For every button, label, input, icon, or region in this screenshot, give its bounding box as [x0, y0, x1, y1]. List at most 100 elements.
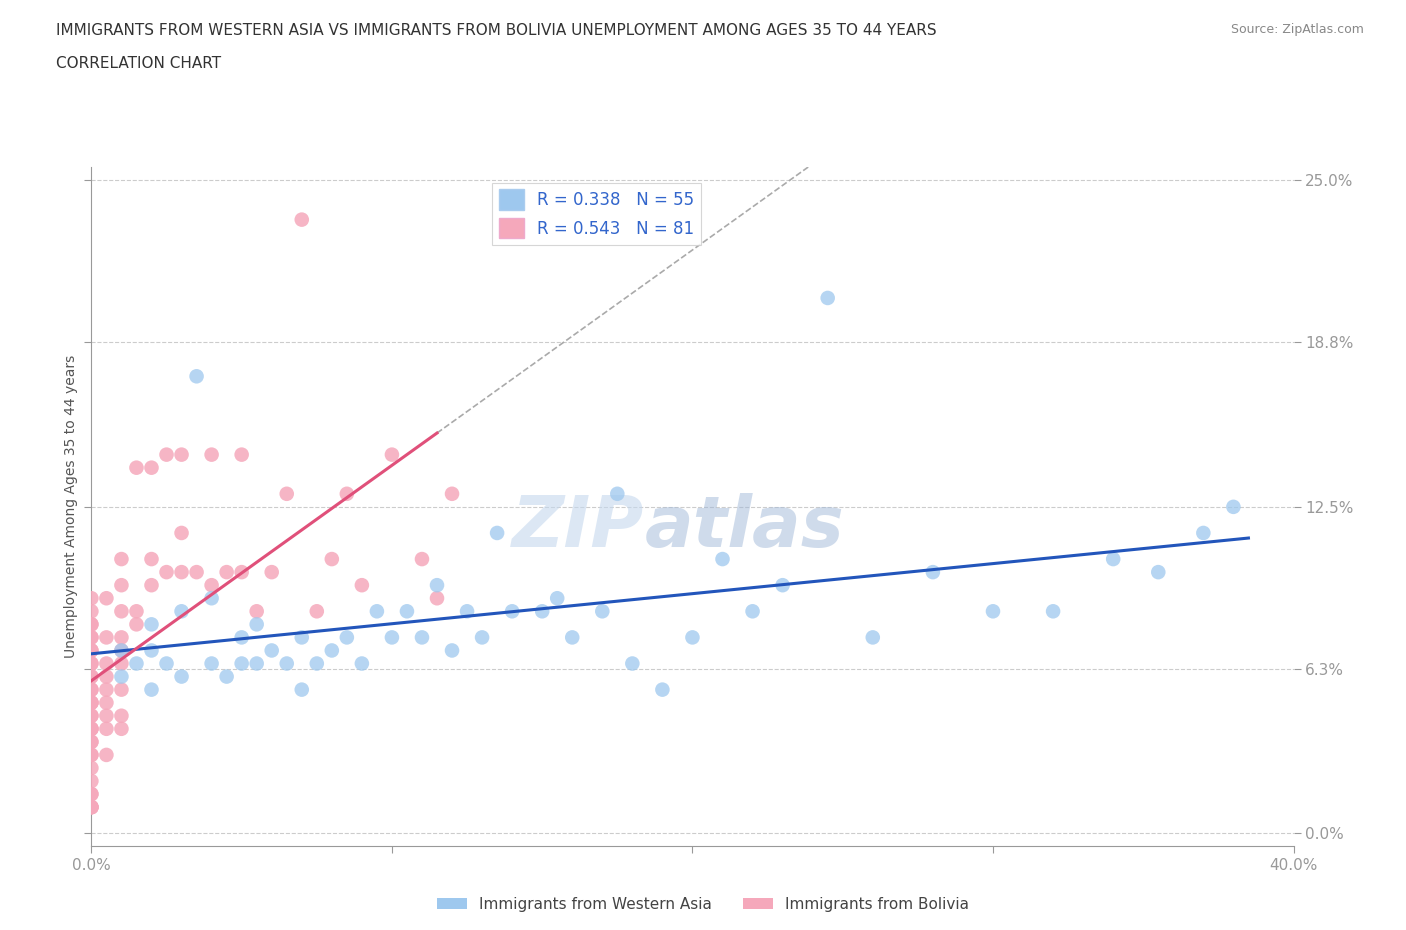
Point: [80, 722, 103, 737]
Point: [486, 525, 509, 540]
Point: [80, 670, 103, 684]
Point: [201, 447, 224, 462]
Point: [155, 656, 177, 671]
Point: [80, 630, 103, 644]
Point: [231, 656, 253, 671]
Point: [186, 565, 208, 579]
Point: [260, 643, 283, 658]
Point: [215, 670, 238, 684]
Point: [546, 591, 568, 605]
Text: Source: ZipAtlas.com: Source: ZipAtlas.com: [1230, 23, 1364, 36]
Point: [80, 604, 103, 618]
Point: [411, 630, 433, 644]
Y-axis label: Unemployment Among Ages 35 to 44 years: Unemployment Among Ages 35 to 44 years: [65, 355, 79, 658]
Point: [80, 709, 103, 724]
Point: [110, 722, 132, 737]
Point: [80, 761, 103, 776]
Point: [231, 447, 253, 462]
Point: [440, 486, 463, 501]
Point: [1042, 604, 1064, 618]
Point: [366, 604, 388, 618]
Point: [110, 656, 132, 671]
Point: [80, 774, 103, 789]
Point: [471, 630, 494, 644]
Point: [336, 486, 359, 501]
Point: [110, 643, 132, 658]
Point: [80, 800, 103, 815]
Point: [201, 656, 224, 671]
Point: [321, 643, 343, 658]
Point: [125, 617, 148, 631]
Point: [96, 748, 118, 763]
Point: [1192, 525, 1215, 540]
Point: [276, 656, 298, 671]
Point: [110, 604, 132, 618]
Point: [201, 591, 224, 605]
Point: [141, 683, 163, 698]
Point: [381, 447, 404, 462]
Point: [80, 800, 103, 815]
Point: [170, 447, 193, 462]
Point: [141, 643, 163, 658]
Point: [125, 604, 148, 618]
Point: [456, 604, 478, 618]
Point: [440, 643, 463, 658]
Text: IMMIGRANTS FROM WESTERN ASIA VS IMMIGRANTS FROM BOLIVIA UNEMPLOYMENT AMONG AGES : IMMIGRANTS FROM WESTERN ASIA VS IMMIGRAN…: [56, 23, 936, 38]
Point: [96, 591, 118, 605]
Point: [215, 565, 238, 579]
Point: [80, 735, 103, 750]
Point: [96, 656, 118, 671]
Point: [862, 630, 884, 644]
Point: [1222, 499, 1244, 514]
Point: [170, 565, 193, 579]
Point: [80, 683, 103, 698]
Text: CORRELATION CHART: CORRELATION CHART: [56, 56, 221, 71]
Point: [246, 617, 269, 631]
Point: [110, 683, 132, 698]
Point: [817, 290, 839, 305]
Point: [591, 604, 613, 618]
Point: [80, 748, 103, 763]
Point: [201, 578, 224, 592]
Point: [170, 670, 193, 684]
Point: [96, 683, 118, 698]
Point: [96, 696, 118, 711]
Point: [606, 486, 628, 501]
Point: [395, 604, 418, 618]
Point: [125, 460, 148, 475]
Point: [426, 591, 449, 605]
Legend: Immigrants from Western Asia, Immigrants from Bolivia: Immigrants from Western Asia, Immigrants…: [430, 891, 976, 918]
Point: [80, 735, 103, 750]
Point: [336, 630, 359, 644]
Point: [291, 630, 314, 644]
Point: [141, 578, 163, 592]
Point: [291, 683, 314, 698]
Point: [80, 656, 103, 671]
Point: [981, 604, 1004, 618]
Point: [1102, 551, 1125, 566]
Point: [772, 578, 794, 592]
Point: [80, 617, 103, 631]
Point: [231, 565, 253, 579]
Point: [110, 578, 132, 592]
Point: [531, 604, 554, 618]
Point: [170, 525, 193, 540]
Text: atlas: atlas: [644, 493, 844, 562]
Point: [80, 617, 103, 631]
Point: [246, 604, 269, 618]
Point: [561, 630, 583, 644]
Point: [110, 630, 132, 644]
Point: [80, 722, 103, 737]
Point: [110, 551, 132, 566]
Point: [621, 656, 644, 671]
Point: [231, 630, 253, 644]
Point: [80, 748, 103, 763]
Point: [246, 656, 269, 671]
Legend: R = 0.338   N = 55, R = 0.543   N = 81: R = 0.338 N = 55, R = 0.543 N = 81: [492, 182, 700, 245]
Point: [741, 604, 763, 618]
Point: [305, 604, 328, 618]
Point: [501, 604, 523, 618]
Point: [80, 643, 103, 658]
Point: [96, 670, 118, 684]
Text: ZIP: ZIP: [512, 493, 644, 562]
